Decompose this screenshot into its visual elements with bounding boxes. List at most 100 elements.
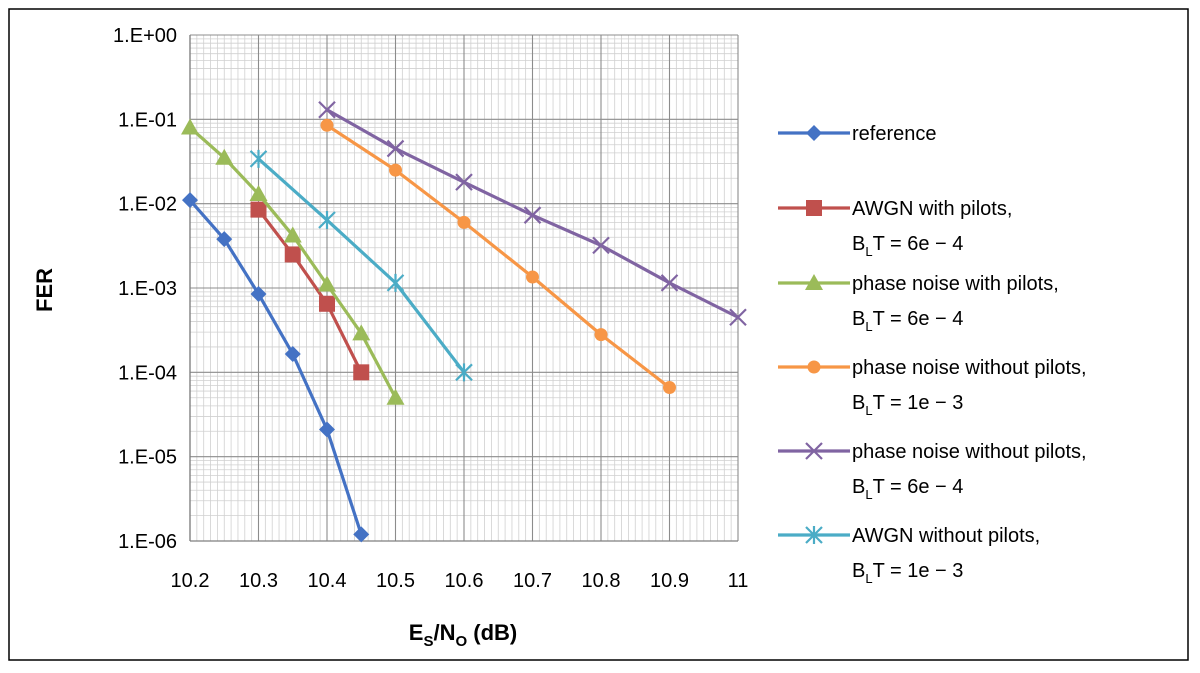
legend-label-line2-sub: L: [865, 487, 872, 502]
x-axis-label-mid: /N: [433, 620, 455, 645]
y-tick-label: 1.E-01: [118, 109, 177, 131]
data-point: [526, 270, 539, 284]
legend-swatch-marker: [806, 200, 822, 216]
legend-label-line2: BLT = 6e − 4: [852, 476, 963, 502]
data-point: [455, 363, 473, 382]
x-tick-label: 10.5: [376, 570, 415, 592]
legend-label-line2-sub: L: [865, 319, 872, 334]
legend-label-line2-pre: B: [852, 308, 865, 330]
x-axis-label-main: E: [409, 620, 424, 645]
legend-entry-1: AWGN with pilots, BLT = 6e − 4: [778, 198, 1012, 259]
x-tick-label: 10.6: [445, 570, 484, 592]
data-point: [283, 226, 302, 243]
legend-label-line2-sub: L: [865, 403, 872, 418]
data-point: [181, 118, 199, 135]
data-point: [284, 345, 301, 362]
legend-label-line2-pre: B: [852, 560, 865, 582]
series-0: [182, 192, 370, 543]
legend-label: reference: [852, 123, 937, 145]
data-point: [386, 388, 405, 405]
data-point: [523, 206, 542, 224]
legend-label-line2-sub: L: [865, 244, 872, 259]
series-2: [181, 118, 405, 405]
data-point: [352, 324, 371, 341]
data-point: [729, 308, 747, 327]
series-layer: [181, 100, 747, 543]
data-point: [182, 192, 198, 209]
legend-swatch-marker: [806, 125, 822, 141]
legend-label-line2-pre: B: [852, 476, 865, 498]
legend-label-line2-sub: L: [865, 571, 872, 586]
series-line: [188, 199, 363, 535]
legend-label: phase noise without pilots,: [852, 357, 1087, 379]
y-tick-label: 1.E-03: [118, 278, 177, 300]
legend-label-line2-pre: B: [852, 392, 865, 414]
data-point: [318, 100, 336, 119]
legend-label-line2: BLT = 6e − 4: [852, 233, 963, 259]
legend-entry-0: reference: [778, 123, 937, 145]
legend-label-line2-post: T = 6e − 4: [873, 476, 964, 498]
series-1: [250, 201, 370, 381]
legend-entry-4: phase noise without pilots, BLT = 6e − 4: [778, 441, 1087, 502]
legend-label-line2-post: T = 1e − 3: [873, 392, 964, 414]
legend-swatch-marker: [807, 360, 821, 374]
data-point: [319, 421, 335, 438]
legend-label: phase noise without pilots,: [852, 441, 1087, 463]
legend-label-line2-pre: B: [852, 233, 865, 255]
data-point: [455, 173, 473, 191]
legend-entry-5: AWGN without pilots, BLT = 1e − 3: [778, 525, 1040, 586]
legend-label-line2-post: T = 1e − 3: [873, 560, 964, 582]
x-tick-label: 10.8: [582, 570, 621, 592]
legend-label-line2: BLT = 1e − 3: [852, 560, 963, 586]
x-tick-label: 10.3: [239, 570, 278, 592]
y-tick-label: 1.E-02: [118, 194, 177, 216]
x-tick-label: 10.2: [171, 570, 210, 592]
series-line: [257, 208, 363, 374]
x-axis-label-tail: (dB): [467, 620, 517, 645]
data-point: [318, 211, 336, 230]
legend-label-line2: BLT = 1e − 3: [852, 392, 963, 418]
legend-label-line2-post: T = 6e − 4: [873, 233, 964, 255]
data-point: [216, 231, 233, 248]
x-axis-label-sub2: O: [455, 633, 467, 650]
data-point: [353, 364, 370, 381]
data-point: [318, 275, 336, 292]
data-point: [592, 236, 610, 255]
data-point: [250, 285, 267, 302]
y-tick-label: 1.E-05: [118, 447, 177, 469]
y-axis-label: FER: [32, 268, 57, 312]
legend-swatch-marker: [805, 274, 823, 290]
legend-entry-3: phase noise without pilots, BLT = 1e − 3: [778, 357, 1087, 418]
data-point: [249, 185, 268, 202]
series-5: [249, 149, 473, 382]
data-point: [660, 274, 679, 292]
legend-label: phase noise with pilots,: [852, 273, 1059, 295]
x-tick-label: 11: [728, 570, 749, 592]
series-3: [320, 118, 676, 395]
series-4: [318, 100, 747, 327]
data-point: [386, 139, 405, 158]
data-point: [320, 118, 334, 132]
y-tick-label: 1.E+00: [113, 25, 177, 47]
data-point: [594, 328, 608, 342]
series-line: [326, 123, 671, 389]
y-tick-label: 1.E-06: [118, 531, 177, 553]
x-tick-label: 10.9: [650, 570, 689, 592]
data-point: [319, 295, 335, 312]
data-point: [249, 149, 268, 168]
series-line: [257, 157, 466, 374]
legend-label-line2-post: T = 6e − 4: [873, 308, 964, 330]
data-point: [284, 246, 301, 263]
x-axis-label-sub1: S: [423, 633, 433, 650]
data-point: [457, 215, 471, 229]
legend-label: AWGN without pilots,: [852, 525, 1040, 547]
x-tick-label: 10.7: [513, 570, 552, 592]
x-axis-label: ES/NO (dB): [409, 620, 517, 650]
legend-label-line2: BLT = 6e − 4: [852, 308, 963, 334]
legend: reference AWGN with pilots,BLT = 6e − 4 ph…: [778, 123, 1087, 586]
data-point: [215, 148, 234, 165]
x-tick-label: 10.4: [308, 570, 347, 592]
y-tick-label: 1.E-04: [118, 362, 177, 384]
